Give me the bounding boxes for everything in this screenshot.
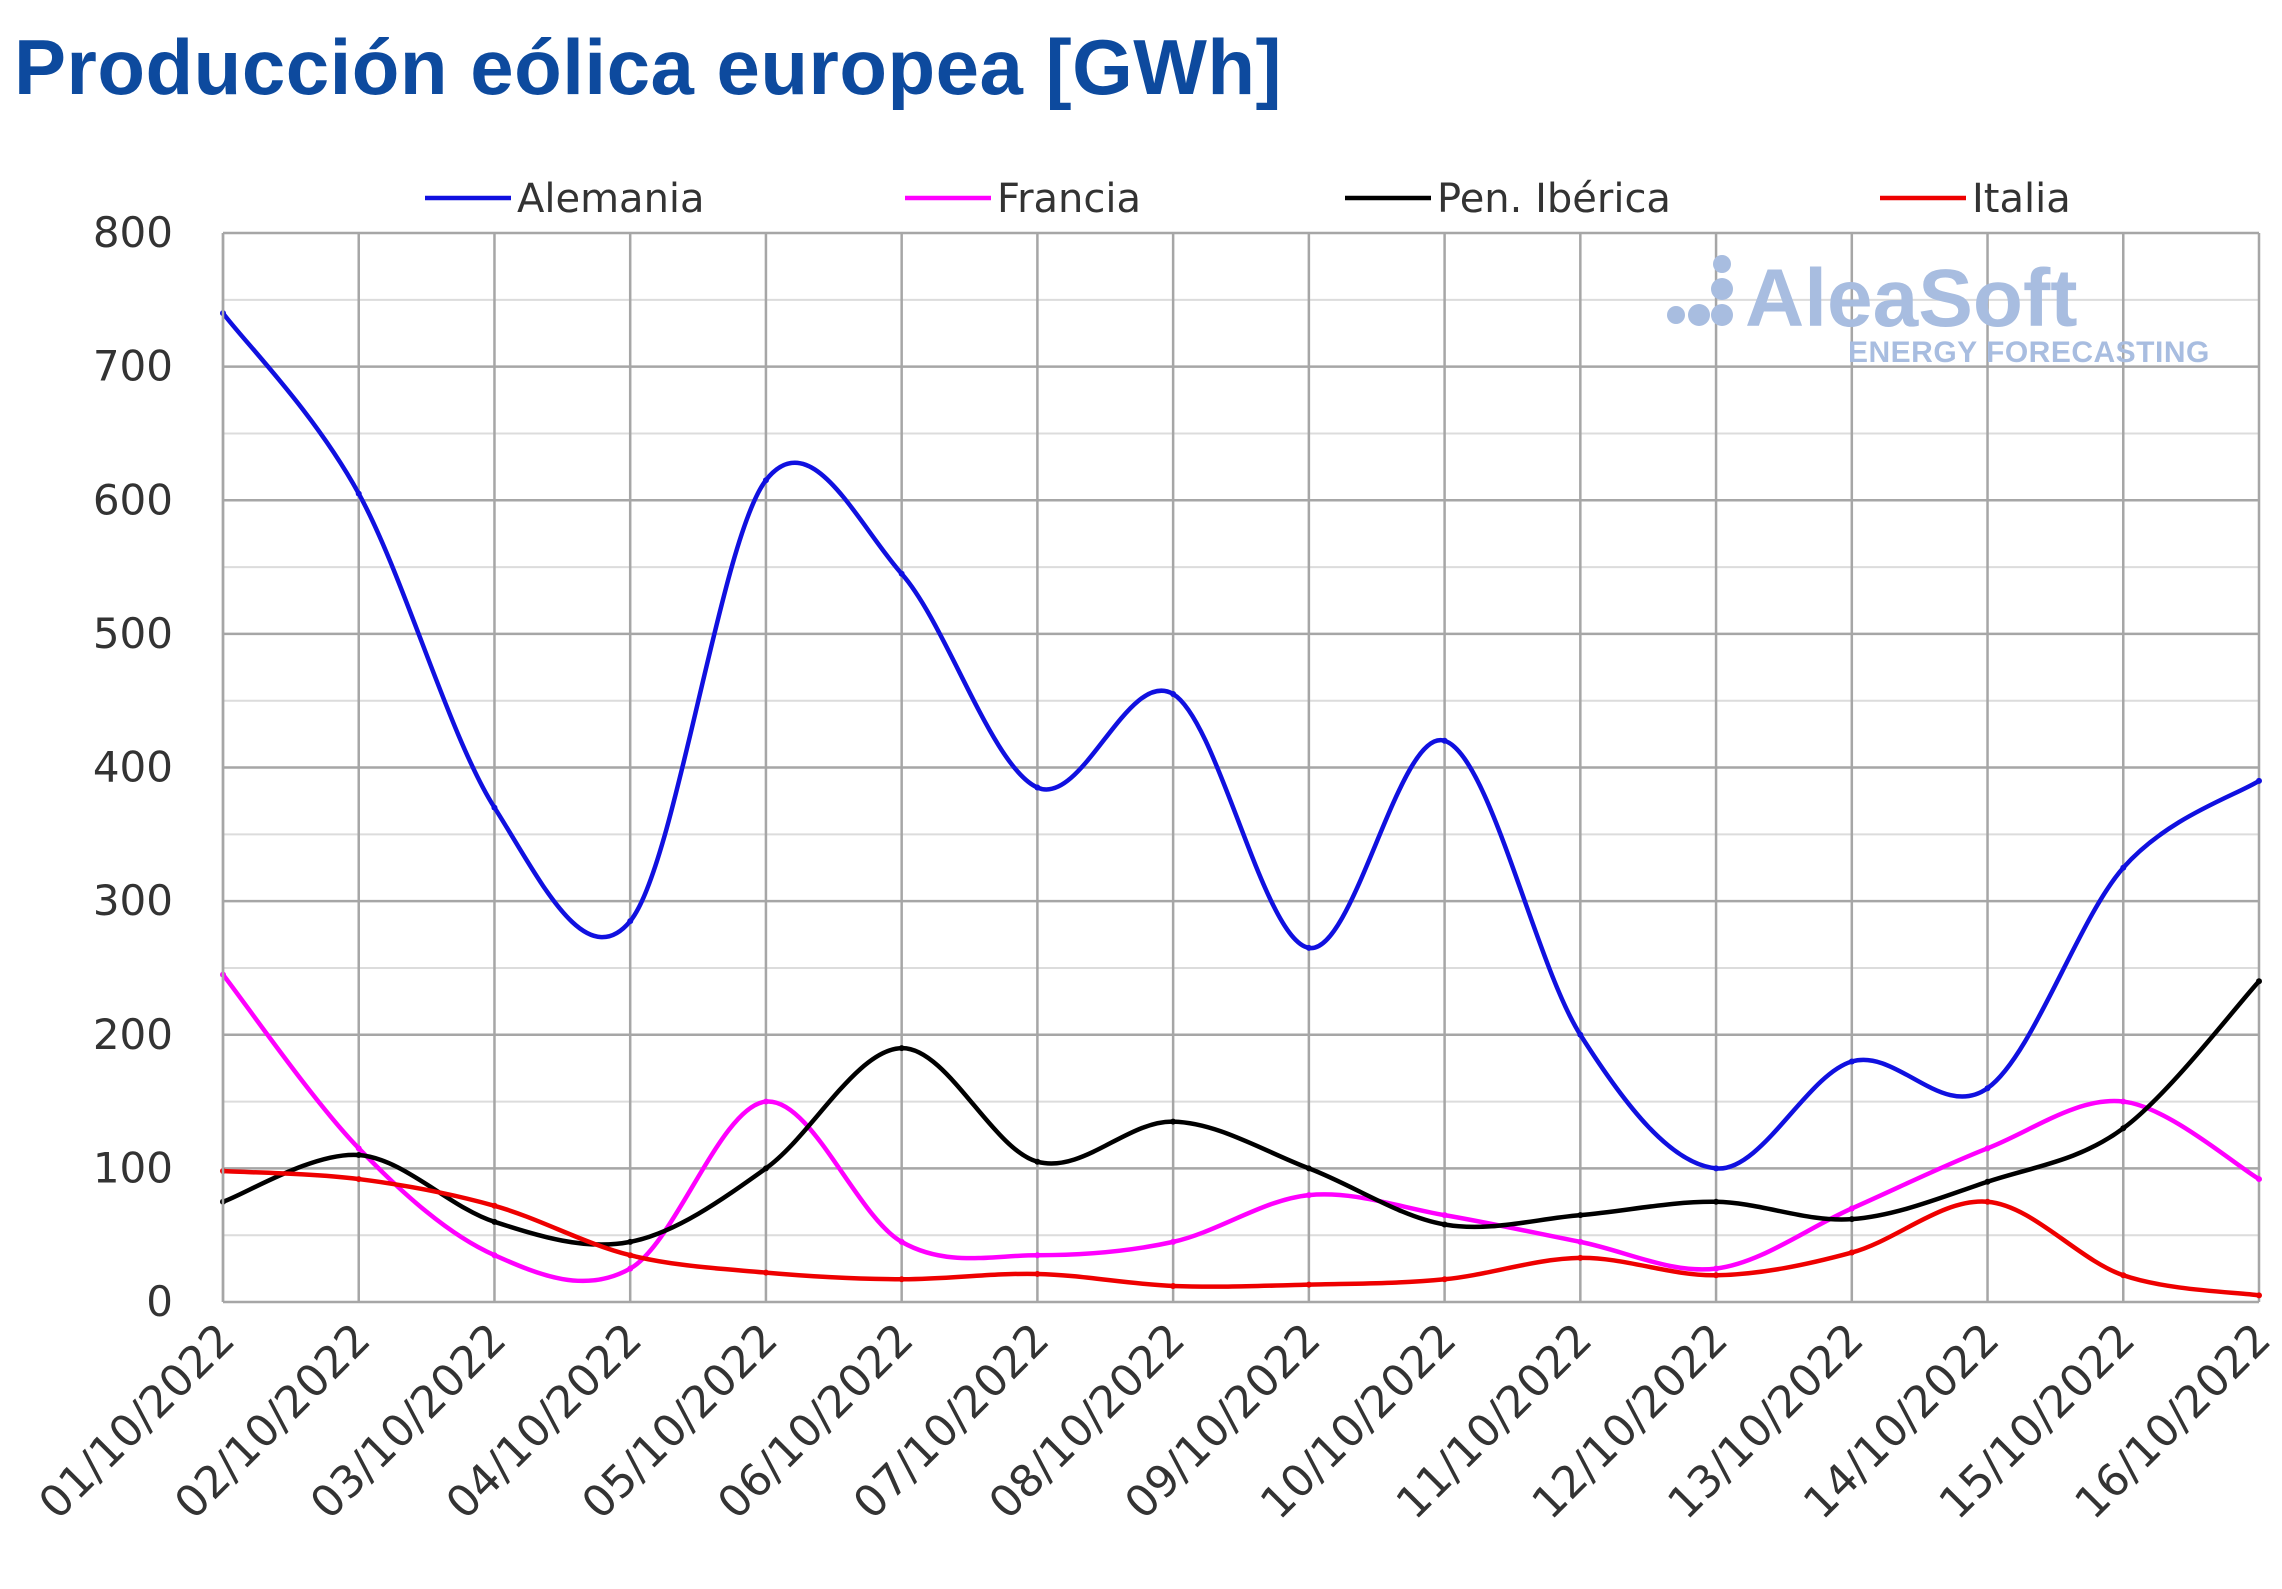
data-point-alemania [1848, 1058, 1855, 1065]
data-point-alemania [1170, 691, 1177, 698]
data-point-pen-ib-rica [1577, 1212, 1584, 1219]
data-point-italia [1441, 1276, 1448, 1283]
data-point-pen-ib-rica [1305, 1165, 1312, 1172]
data-point-italia [898, 1276, 905, 1283]
data-point-italia [355, 1176, 362, 1183]
y-tick-label: 500 [93, 609, 173, 658]
logo-dot-icon [1711, 304, 1733, 326]
logo-dot-icon [1688, 304, 1710, 326]
data-point-francia [1848, 1205, 1855, 1212]
data-point-francia [762, 1098, 769, 1105]
data-point-italia [2120, 1272, 2127, 1279]
data-point-alemania [1305, 944, 1312, 951]
chart-title: Producción eólica europea [GWh] [14, 23, 1282, 111]
data-point-francia [1034, 1252, 1041, 1259]
data-point-alemania [491, 804, 498, 811]
y-tick-label: 600 [93, 475, 173, 524]
data-point-pen-ib-rica [2256, 978, 2262, 985]
data-point-italia [491, 1202, 498, 1209]
series-layer [220, 310, 2262, 1299]
data-point-alemania [1713, 1165, 1720, 1172]
data-point-italia [1984, 1198, 1991, 1205]
data-point-italia [1034, 1270, 1041, 1277]
data-point-italia [1848, 1249, 1855, 1256]
data-point-francia [2256, 1176, 2262, 1183]
data-point-italia [1577, 1254, 1584, 1261]
data-point-alemania [1577, 1031, 1584, 1038]
y-tick-label: 0 [146, 1277, 173, 1326]
y-tick-label: 700 [93, 342, 173, 391]
data-point-pen-ib-rica [1170, 1118, 1177, 1125]
y-tick-label: 200 [93, 1010, 173, 1059]
legend-label: Alemania [517, 176, 705, 222]
data-point-pen-ib-rica [2120, 1125, 2127, 1132]
data-point-francia [1984, 1145, 1991, 1152]
data-point-francia [1713, 1265, 1720, 1272]
data-point-alemania [898, 570, 905, 577]
data-point-pen-ib-rica [355, 1152, 362, 1159]
legend-layer: Alemania Francia Pen. Ibérica Italia [425, 176, 2071, 222]
logo-brand-text: AleaSoft [1745, 253, 2078, 344]
data-point-francia [1577, 1238, 1584, 1245]
data-point-alemania [2120, 864, 2127, 871]
data-point-francia [355, 1145, 362, 1152]
logo-tagline-text: ENERGY FORECASTING [1848, 336, 2210, 369]
legend-label: Francia [997, 176, 1141, 222]
data-point-alemania [1441, 737, 1448, 744]
data-point-alemania [355, 490, 362, 497]
data-point-italia [627, 1252, 634, 1259]
data-point-italia [1305, 1281, 1312, 1288]
data-point-italia [2256, 1292, 2262, 1299]
y-tick-label: 800 [93, 208, 173, 257]
data-point-pen-ib-rica [1441, 1221, 1448, 1228]
data-point-pen-ib-rica [898, 1045, 905, 1052]
data-point-alemania [1984, 1085, 1991, 1092]
data-point-alemania [2256, 777, 2262, 784]
data-point-francia [1441, 1212, 1448, 1219]
data-point-italia [1713, 1272, 1720, 1279]
logo-dot-icon [1713, 255, 1731, 273]
data-point-francia [898, 1238, 905, 1245]
y-tick-label: 400 [93, 743, 173, 792]
axis-layer: 010020030040050060070080001/10/202202/10… [29, 208, 2280, 1529]
series-line-alemania [220, 310, 2262, 1171]
series-line-italia [220, 1168, 2262, 1298]
data-point-francia [1170, 1238, 1177, 1245]
data-point-francia [627, 1265, 634, 1272]
data-point-alemania [1034, 784, 1041, 791]
data-point-italia [1170, 1282, 1177, 1289]
data-point-pen-ib-rica [1984, 1178, 1991, 1185]
data-point-francia [2120, 1098, 2127, 1105]
data-point-pen-ib-rica [1848, 1216, 1855, 1223]
data-point-pen-ib-rica [491, 1218, 498, 1225]
series-line-francia [220, 972, 2262, 1284]
data-point-italia [762, 1269, 769, 1276]
data-point-pen-ib-rica [1713, 1198, 1720, 1205]
data-point-pen-ib-rica [1034, 1158, 1041, 1165]
data-point-francia [491, 1252, 498, 1259]
series-line-pen-ib-rica [220, 979, 2262, 1247]
data-point-pen-ib-rica [627, 1238, 634, 1245]
legend-label: Italia [1972, 176, 2071, 222]
legend-label: Pen. Ibérica [1437, 176, 1671, 222]
data-point-alemania [762, 477, 769, 484]
logo-dot-icon [1711, 278, 1733, 300]
y-tick-label: 100 [93, 1143, 173, 1192]
logo-dot-icon [1667, 306, 1685, 324]
data-point-francia [1305, 1192, 1312, 1199]
y-tick-label: 300 [93, 876, 173, 925]
data-point-alemania [627, 918, 634, 925]
aleasoft-logo: AleaSoft ENERGY FORECASTING [1667, 253, 2210, 369]
grid-layer [221, 231, 2261, 1302]
data-point-pen-ib-rica [762, 1165, 769, 1172]
